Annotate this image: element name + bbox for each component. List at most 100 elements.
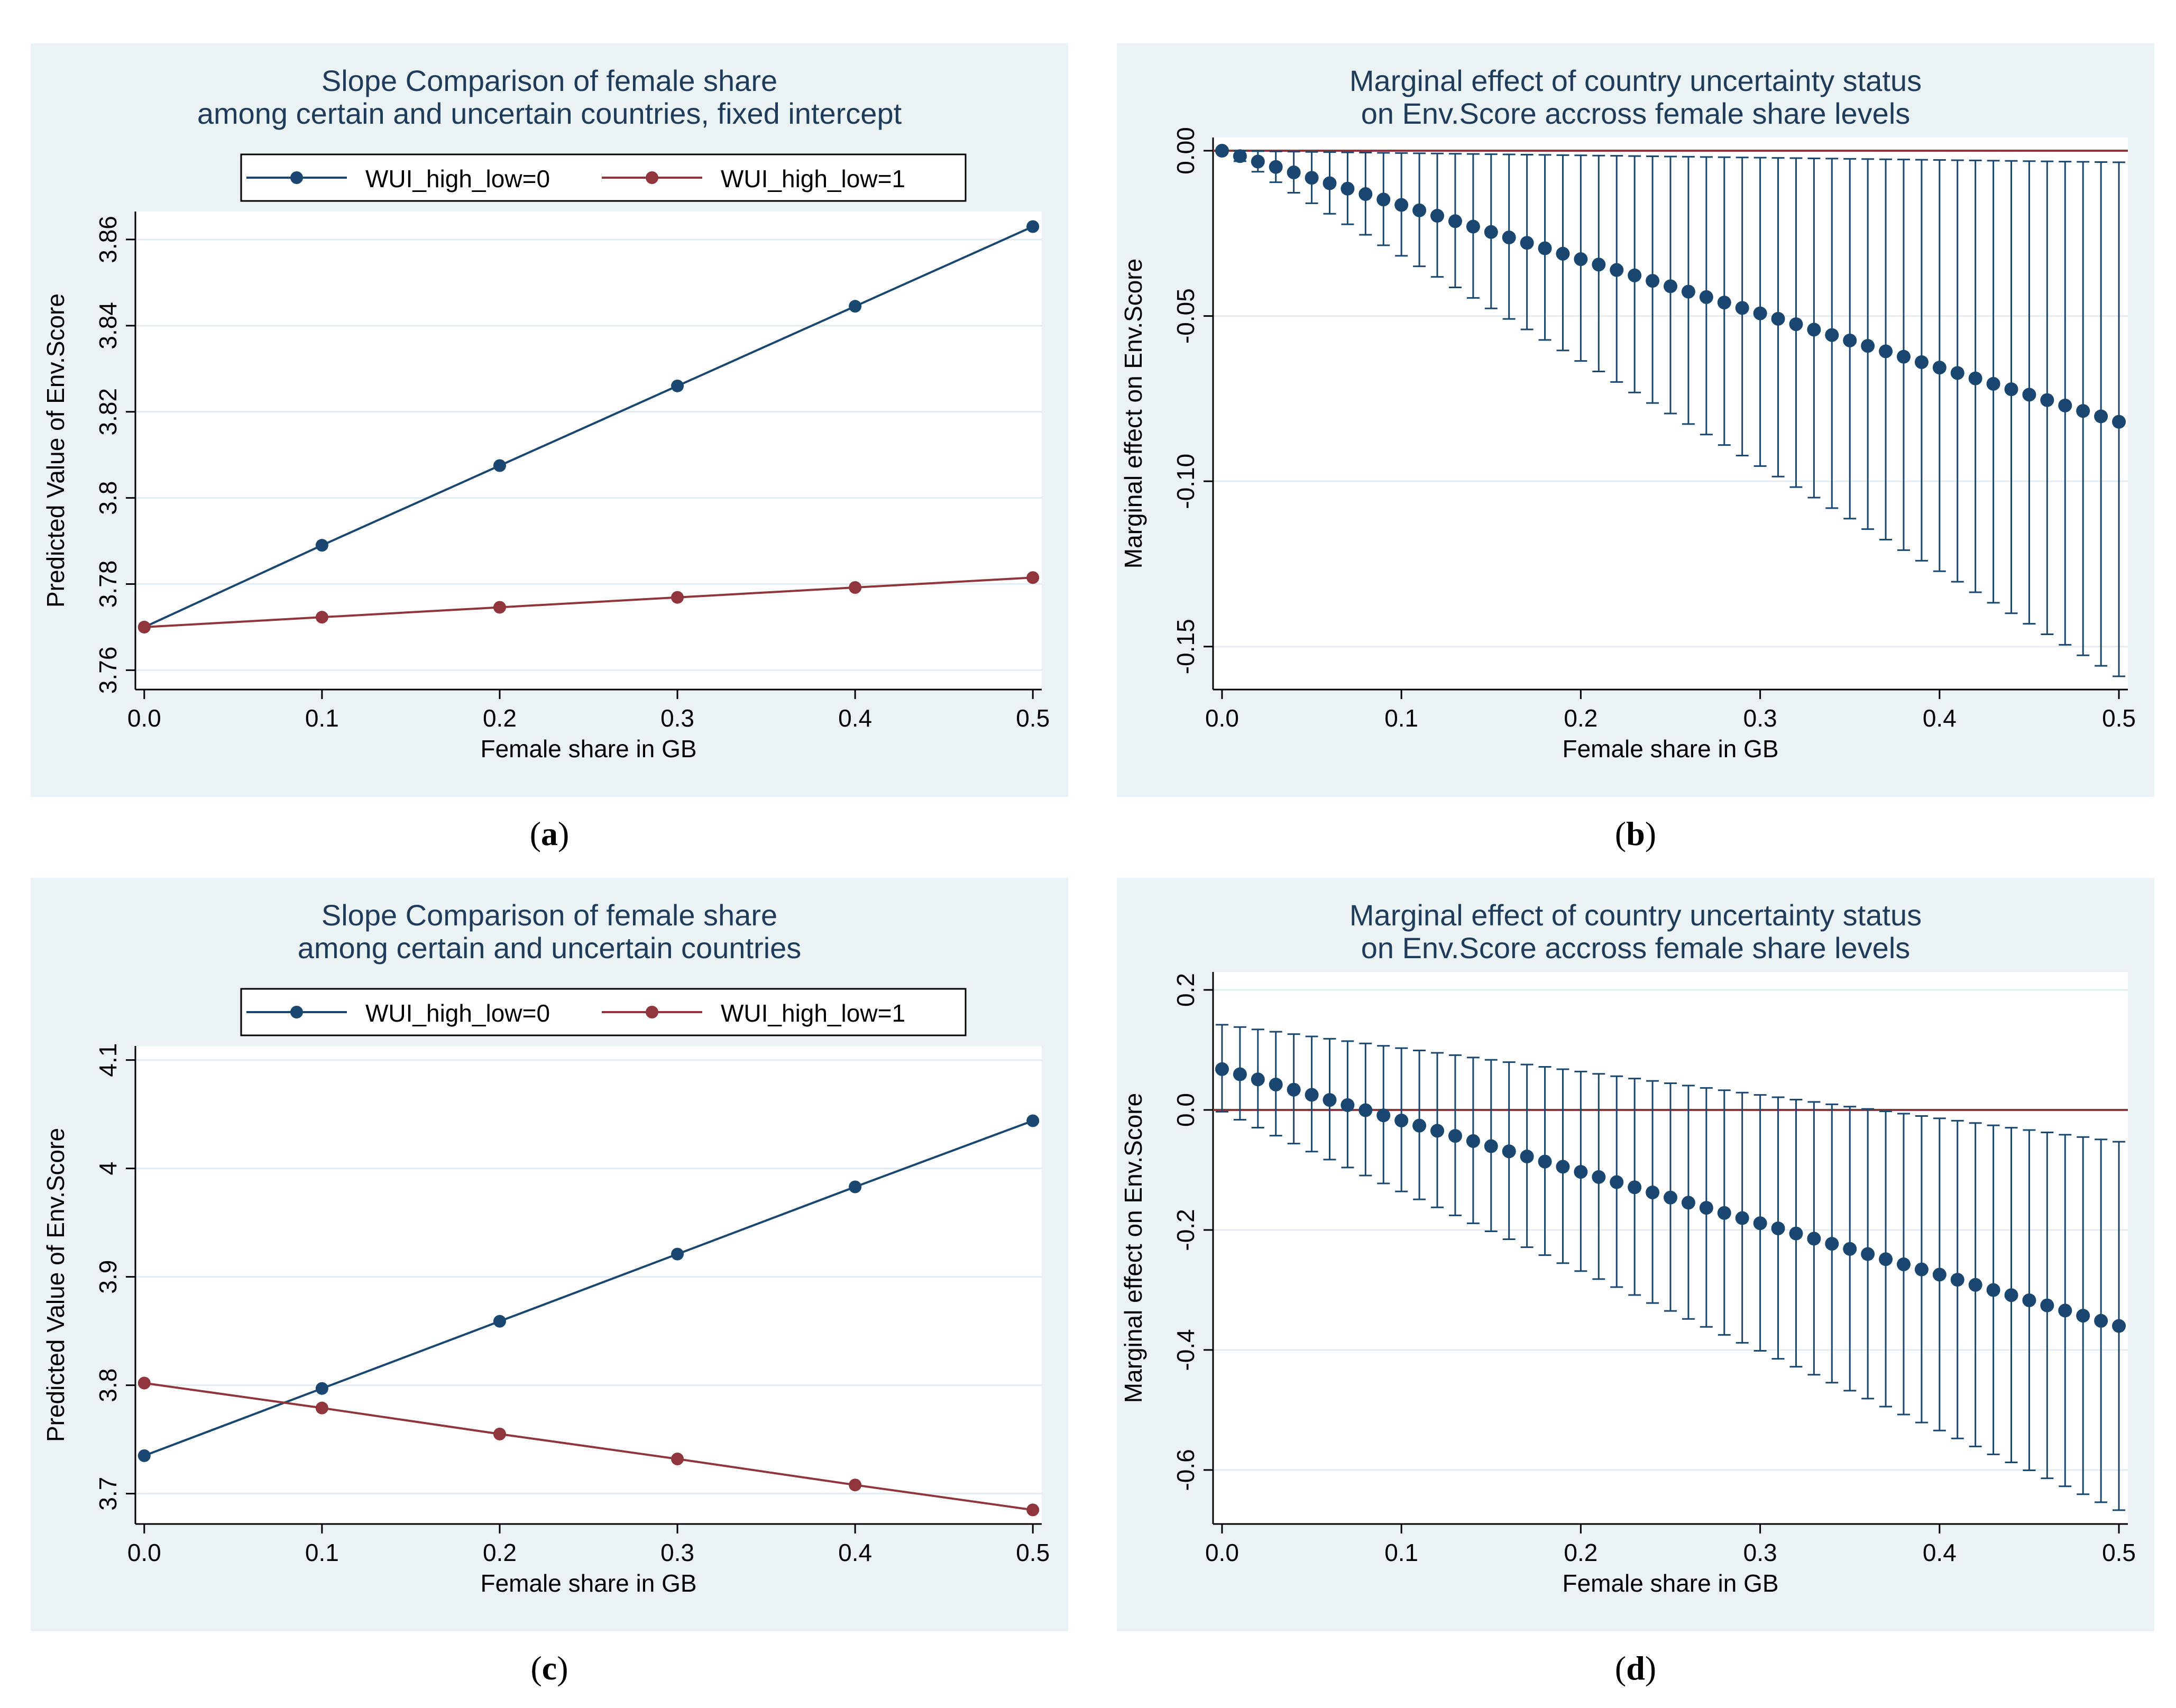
estimate-point xyxy=(1358,1103,1373,1117)
estimate-point xyxy=(1771,1221,1785,1235)
estimate-point xyxy=(1215,1062,1229,1076)
estimate-point xyxy=(2094,1314,2108,1328)
x-tick-label: 0.3 xyxy=(1743,704,1777,732)
estimate-point xyxy=(1861,339,1875,353)
x-tick-label: 0.3 xyxy=(660,1539,694,1566)
y-axis-label: Predicted Value of Env.Score xyxy=(42,1128,69,1442)
estimate-point xyxy=(1789,317,1803,332)
estimate-point xyxy=(1699,290,1713,304)
estimate-point xyxy=(1789,1226,1803,1241)
y-tick-label: 4 xyxy=(94,1162,122,1176)
y-tick-label: 3.78 xyxy=(94,561,122,608)
x-tick-label: 0.4 xyxy=(838,1539,872,1566)
caption-c: (c) xyxy=(530,1649,568,1687)
chart-panel-d: Marginal effect of country uncertainty s… xyxy=(1117,878,2154,1631)
data-point xyxy=(1026,220,1040,233)
chart-title-line: Marginal effect of country uncertainty s… xyxy=(1349,64,1922,97)
data-point xyxy=(1026,571,1040,584)
estimate-point xyxy=(1430,1124,1445,1138)
estimate-point xyxy=(1341,181,1355,196)
estimate-point xyxy=(1341,1098,1355,1112)
data-point xyxy=(849,581,862,594)
x-tick-label: 0.0 xyxy=(127,1539,161,1566)
x-axis-label: Female share in GB xyxy=(480,1569,696,1597)
legend-label: WUI_high_low=0 xyxy=(365,165,550,192)
data-point xyxy=(315,539,328,552)
data-point xyxy=(1026,1503,1040,1517)
estimate-point xyxy=(1914,1262,1929,1277)
estimate-point xyxy=(2058,1303,2072,1318)
chart-panel-c: Slope Comparison of female share among ce… xyxy=(31,878,1068,1631)
x-axis-label: Female share in GB xyxy=(1562,1569,1778,1597)
y-tick-label: -0.10 xyxy=(1172,454,1199,509)
estimate-point xyxy=(1412,1118,1427,1133)
estimate-point xyxy=(1807,1232,1821,1246)
estimate-point xyxy=(1968,371,1982,385)
estimate-point xyxy=(1986,1283,2000,1297)
estimate-point xyxy=(1771,311,1785,326)
x-axis-label: Female share in GB xyxy=(480,735,696,763)
estimate-point xyxy=(1932,361,1947,375)
estimate-point xyxy=(1753,1216,1767,1231)
chart-d: Marginal effect of country uncertainty s… xyxy=(1119,898,2136,1597)
x-tick-label: 0.5 xyxy=(1016,1539,1050,1566)
estimate-point xyxy=(2040,1298,2054,1312)
estimate-point xyxy=(1251,154,1265,169)
estimate-point xyxy=(2004,1288,2018,1302)
legend-marker xyxy=(290,1006,303,1018)
legend-label: WUI_high_low=1 xyxy=(721,165,905,192)
estimate-point xyxy=(2076,1309,2090,1323)
estimate-point xyxy=(1269,160,1283,174)
legend-label: WUI_high_low=1 xyxy=(721,999,905,1027)
y-tick-label: 0.0 xyxy=(1172,1093,1199,1127)
estimate-point xyxy=(1914,355,1929,369)
x-tick-label: 0.2 xyxy=(483,1539,517,1566)
estimate-point xyxy=(1466,219,1480,234)
x-tick-label: 0.0 xyxy=(127,704,161,732)
series-line-0 xyxy=(143,225,1034,628)
y-tick-label: 4.1 xyxy=(94,1043,122,1077)
data-point xyxy=(315,611,328,624)
chart-title-line: Slope Comparison of female share xyxy=(322,64,777,97)
chart-title-line: among certain and uncertain countries xyxy=(298,931,802,965)
estimate-point xyxy=(1556,246,1570,261)
estimate-point xyxy=(1896,350,1911,364)
estimate-point xyxy=(2022,388,2036,402)
estimate-point xyxy=(1376,1108,1391,1123)
estimate-point xyxy=(1269,1077,1283,1091)
y-axis-label: Predicted Value of Env.Score xyxy=(42,293,69,608)
estimate-point xyxy=(1664,279,1677,293)
estimate-point xyxy=(1699,1201,1713,1215)
estimate-point xyxy=(1287,166,1301,180)
x-tick-label: 0.4 xyxy=(1923,1539,1957,1566)
data-point xyxy=(493,1427,506,1440)
caption-b: (b) xyxy=(1614,815,1657,852)
data-point xyxy=(315,1382,328,1395)
estimate-point xyxy=(1610,1175,1624,1189)
estimate-point xyxy=(1376,192,1391,207)
y-tick-label: 3.8 xyxy=(94,1369,122,1402)
data-point xyxy=(137,620,151,633)
plot-area xyxy=(135,1046,1042,1524)
y-tick-label: 0.2 xyxy=(1172,973,1199,1007)
estimate-point xyxy=(1646,274,1660,288)
data-point xyxy=(493,1315,506,1328)
estimate-point xyxy=(1520,1149,1534,1163)
estimate-point xyxy=(1448,1129,1462,1143)
estimate-point xyxy=(1502,1144,1516,1159)
estimate-point xyxy=(1538,241,1552,255)
estimate-point xyxy=(1896,1257,1911,1271)
legend: WUI_high_low=0 WUI_high_low=1 xyxy=(240,988,967,1036)
x-tick-label: 0.5 xyxy=(1016,704,1050,732)
y-tick-label: -0.4 xyxy=(1172,1329,1199,1371)
x-tick-label: 0.3 xyxy=(1743,1539,1777,1566)
y-tick-label: 3.82 xyxy=(94,388,122,436)
estimate-point xyxy=(1950,366,1964,380)
legend-marker xyxy=(290,171,303,184)
estimate-point xyxy=(1646,1185,1660,1199)
x-tick-label: 0.1 xyxy=(305,704,339,732)
estimate-point xyxy=(2040,393,2054,407)
data-point xyxy=(493,601,506,614)
